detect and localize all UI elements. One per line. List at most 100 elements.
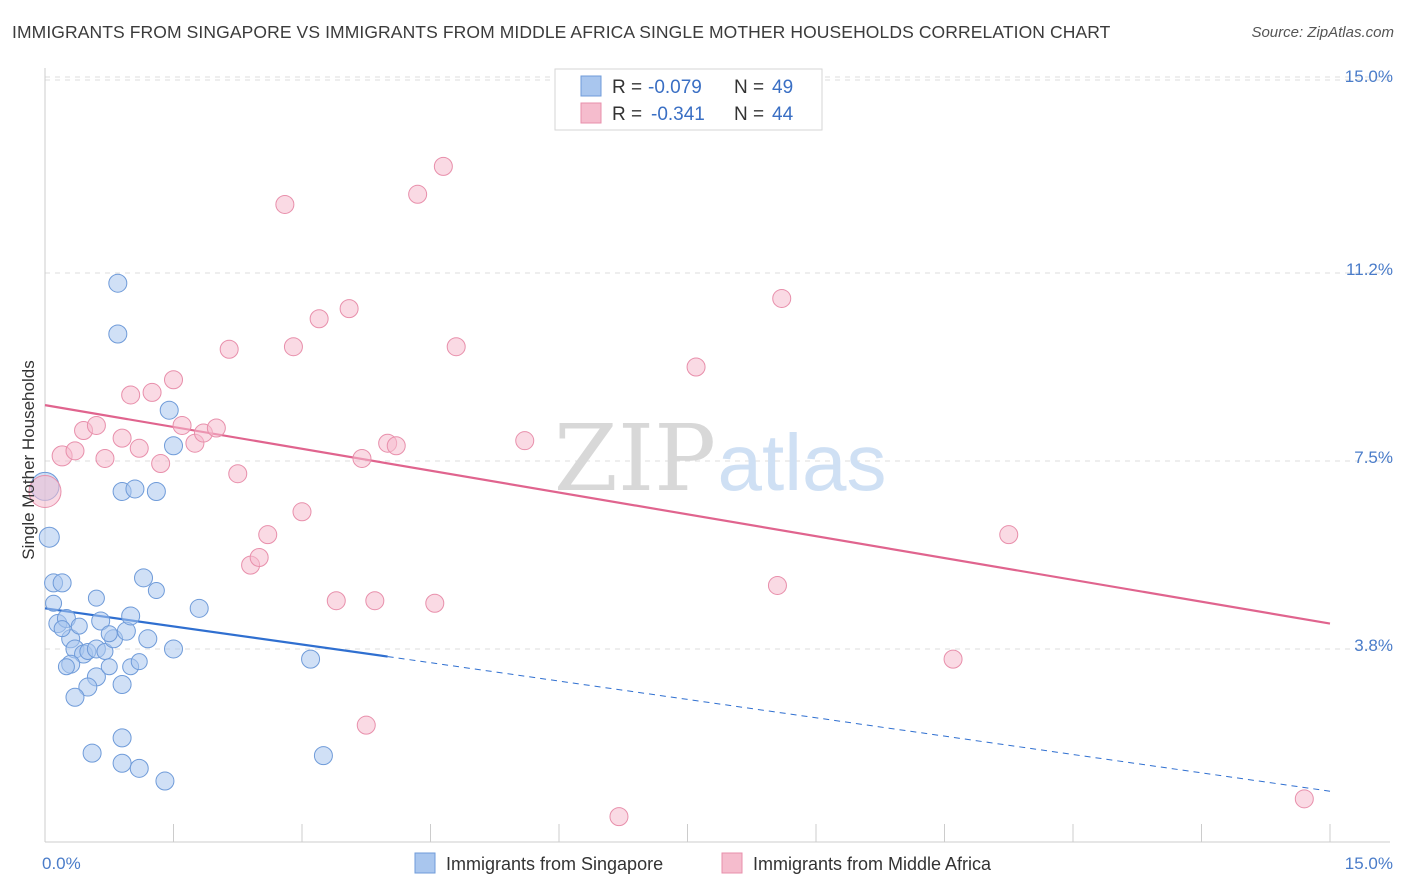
point-blue-41 bbox=[301, 649, 321, 669]
point-blue-42 bbox=[87, 589, 105, 607]
point-blue-22 bbox=[78, 677, 98, 697]
point-pink-8 bbox=[129, 438, 149, 458]
point-blue-45 bbox=[147, 582, 165, 600]
point-pink-32 bbox=[408, 184, 428, 204]
watermark-zip: ZIP bbox=[554, 405, 716, 512]
y-tick-label-3: 15.0% bbox=[1345, 67, 1393, 86]
point-pink-0 bbox=[28, 474, 62, 508]
point-blue-20 bbox=[100, 658, 118, 676]
point-blue-3 bbox=[52, 573, 72, 593]
legend-r-label-blue: R = bbox=[612, 77, 642, 98]
point-pink-20 bbox=[258, 525, 278, 545]
point-pink-34 bbox=[433, 156, 453, 176]
point-pink-36 bbox=[515, 431, 535, 451]
series-label-singapore: Immigrants from Singapore bbox=[446, 854, 663, 874]
legend-r-value-pink: -0.341 bbox=[651, 104, 705, 125]
point-pink-23 bbox=[292, 502, 312, 522]
point-blue-16 bbox=[121, 606, 141, 626]
point-pink-7 bbox=[121, 385, 141, 405]
point-pink-22 bbox=[283, 337, 303, 357]
point-blue-35 bbox=[159, 400, 179, 420]
point-blue-27 bbox=[129, 758, 149, 778]
point-pink-31 bbox=[386, 436, 406, 456]
data-points bbox=[28, 156, 1314, 827]
point-pink-37 bbox=[686, 357, 706, 377]
point-pink-9 bbox=[142, 382, 162, 402]
point-blue-31 bbox=[108, 324, 128, 344]
legend-swatch-blue bbox=[580, 75, 602, 97]
legend: R = -0.079 N = 49 R = -0.341 N = 44 bbox=[554, 68, 823, 131]
point-blue-30 bbox=[108, 273, 128, 293]
point-pink-2 bbox=[65, 441, 85, 461]
point-pink-16 bbox=[219, 339, 239, 359]
watermark: ZIP atlas bbox=[554, 405, 887, 512]
point-pink-11 bbox=[164, 370, 183, 390]
point-blue-34 bbox=[146, 481, 166, 501]
point-blue-40 bbox=[189, 598, 209, 618]
point-pink-41 bbox=[999, 525, 1019, 545]
point-pink-21 bbox=[275, 194, 295, 214]
legend-n-label-blue: N = bbox=[734, 77, 764, 98]
point-blue-21 bbox=[112, 675, 132, 695]
point-blue-44 bbox=[70, 617, 88, 635]
trend-line-pink bbox=[44, 404, 1331, 625]
point-blue-47 bbox=[130, 653, 148, 671]
point-pink-27 bbox=[352, 448, 372, 468]
series-swatch-middle-africa bbox=[721, 852, 743, 874]
point-pink-5 bbox=[95, 448, 115, 468]
axes bbox=[44, 68, 1390, 843]
point-blue-26 bbox=[112, 753, 132, 773]
point-pink-26 bbox=[339, 299, 359, 319]
point-pink-4 bbox=[86, 415, 106, 435]
point-pink-35 bbox=[446, 337, 466, 357]
point-blue-18 bbox=[57, 658, 75, 676]
point-pink-12 bbox=[172, 415, 192, 435]
point-blue-24 bbox=[112, 728, 132, 748]
legend-r-label-pink: R = bbox=[612, 104, 642, 125]
point-pink-29 bbox=[356, 715, 376, 735]
point-blue-48 bbox=[100, 625, 118, 643]
point-blue-39 bbox=[164, 639, 183, 659]
watermark-atlas: atlas bbox=[718, 418, 887, 507]
point-blue-33 bbox=[125, 479, 145, 499]
point-blue-15 bbox=[91, 611, 111, 631]
point-blue-23 bbox=[65, 687, 85, 707]
point-pink-17 bbox=[228, 464, 248, 484]
series-swatch-singapore bbox=[414, 852, 436, 874]
point-pink-33 bbox=[425, 593, 445, 613]
point-pink-43 bbox=[1294, 789, 1314, 809]
point-pink-42 bbox=[609, 807, 629, 827]
point-pink-28 bbox=[365, 591, 385, 611]
point-pink-38 bbox=[772, 288, 792, 308]
x-tick-label-1: 15.0% bbox=[1345, 854, 1393, 873]
point-pink-6 bbox=[112, 428, 132, 448]
point-pink-15 bbox=[206, 418, 226, 438]
point-blue-46 bbox=[53, 620, 71, 638]
point-blue-25 bbox=[82, 743, 102, 763]
point-pink-10 bbox=[151, 454, 171, 474]
legend-n-value-blue: 49 bbox=[772, 77, 793, 98]
legend-r-value-blue: -0.079 bbox=[648, 77, 702, 98]
y-axis-label: Single Mother Households bbox=[19, 360, 38, 559]
point-blue-29 bbox=[313, 746, 333, 766]
y-tick-label-0: 3.8% bbox=[1354, 636, 1393, 655]
x-tick-labels: 0.0% 15.0% bbox=[42, 854, 1393, 873]
trend-extension-blue bbox=[387, 656, 1331, 792]
series-legend: Immigrants from Singapore Immigrants fro… bbox=[414, 852, 992, 874]
legend-n-value-pink: 44 bbox=[772, 104, 794, 125]
y-tick-label-1: 7.5% bbox=[1354, 448, 1393, 467]
point-blue-1 bbox=[38, 526, 60, 548]
y-tick-label-2: 11.2% bbox=[1346, 260, 1393, 279]
point-pink-19 bbox=[249, 548, 269, 568]
point-pink-24 bbox=[309, 309, 329, 329]
point-pink-39 bbox=[767, 575, 787, 595]
point-blue-4 bbox=[45, 594, 63, 612]
point-blue-37 bbox=[134, 568, 154, 588]
x-tick-label-0: 0.0% bbox=[42, 854, 81, 873]
y-tick-labels: 3.8% 7.5% 11.2% 15.0% bbox=[1345, 67, 1393, 655]
series-label-middle-africa: Immigrants from Middle Africa bbox=[753, 854, 992, 874]
legend-n-label-pink: N = bbox=[734, 104, 764, 125]
point-pink-40 bbox=[943, 649, 963, 669]
point-blue-36 bbox=[164, 436, 183, 456]
